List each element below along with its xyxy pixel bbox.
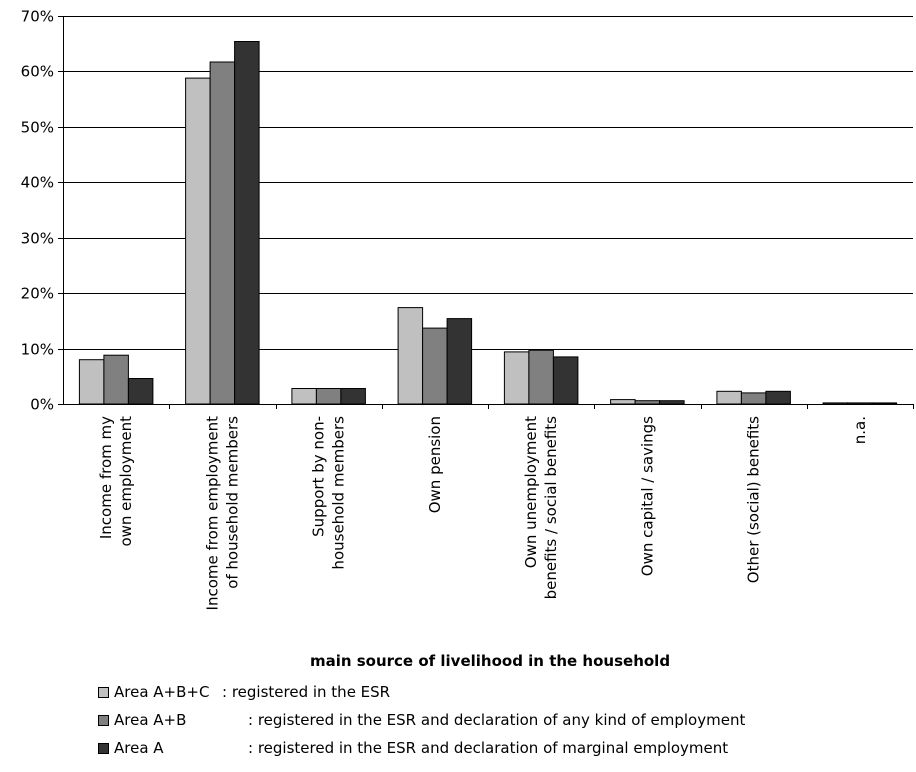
x-tick-label: Own pension [426, 416, 444, 513]
bar [340, 388, 366, 405]
legend-series-name: Area A [114, 739, 164, 757]
bar [315, 388, 342, 405]
bar [528, 349, 554, 405]
y-tick-label: 0% [30, 396, 54, 414]
bar [209, 61, 236, 405]
legend-series-name: Area A+B [114, 711, 187, 729]
bar [822, 402, 849, 405]
bar [422, 327, 448, 405]
y-tick-label: 10% [21, 341, 54, 359]
legend-series-name: Area A+B+C [114, 683, 210, 701]
bar [103, 354, 129, 405]
y-tick-label: 40% [21, 174, 54, 192]
legend-series-description: : registered in the ESR [222, 683, 391, 701]
x-tick-label-line: Income from employment [203, 416, 221, 611]
bar [446, 318, 473, 405]
bar [740, 392, 767, 405]
x-tick-label: Income from my own employment [97, 416, 135, 547]
y-tick-label: 20% [21, 285, 54, 303]
bar [503, 351, 530, 405]
x-tick-label: Income from employment of household membe… [203, 416, 241, 611]
bars [78, 41, 898, 405]
bar [847, 402, 873, 405]
bar [716, 390, 742, 405]
legend-swatch-area-ab [98, 715, 109, 726]
y-tick-label: 30% [21, 230, 54, 248]
bar [610, 399, 636, 405]
bar [552, 356, 579, 405]
bar [765, 390, 791, 405]
x-tick-label-line: household members [330, 416, 348, 570]
bar [185, 77, 211, 405]
bar [127, 378, 154, 405]
legend-series-description: : registered in the ESR and declaration … [248, 739, 729, 757]
legend-swatch-area-a [98, 743, 109, 754]
bar [634, 400, 661, 405]
x-tick-label-line: Income from my [97, 416, 115, 539]
x-axis-label: main source of livelihood in the househo… [310, 652, 670, 670]
x-tick-label-line: n.a. [851, 416, 869, 444]
x-tick-label: Own unemployment benefits / social benefi… [522, 416, 560, 600]
x-tick-label-line: own employment [117, 416, 135, 547]
bar-chart: 0% 10% 20% 30% 40% 50% 60% 70% Income from my ow… [21, 8, 914, 670]
y-tick-label: 70% [21, 8, 54, 26]
x-tick-label: Support by non-household members [310, 416, 348, 570]
legend-swatch-area-abc [98, 687, 109, 698]
x-tick-label: Other (social) benefits [745, 416, 763, 583]
y-axis-ticks: 0% 10% 20% 30% 40% 50% 60% 70% [21, 8, 63, 414]
x-tick-label-line: Support by non- [310, 416, 328, 537]
y-tick-label: 50% [21, 119, 54, 137]
bar [871, 402, 898, 405]
bar [234, 41, 260, 405]
x-tick-label-line: Own unemployment [522, 416, 540, 568]
x-tick-label-line: Own capital / savings [638, 416, 656, 576]
bar [397, 307, 424, 405]
x-tick-label-line: benefits / social benefits [542, 416, 560, 600]
x-axis-ticks: Income from my own employment Income from … [97, 404, 914, 611]
legend-series-description: : registered in the ESR and declaration … [248, 711, 746, 729]
x-tick-label-line: Other (social) benefits [745, 416, 763, 583]
bar [291, 388, 317, 405]
x-tick-label-line: of household members [223, 416, 241, 589]
bar [659, 400, 685, 405]
y-tick-label: 60% [21, 63, 54, 81]
x-tick-label: n.a. [851, 416, 869, 444]
bar [78, 359, 105, 405]
x-tick-label: Own capital / savings [638, 416, 656, 576]
x-tick-label-line: Own pension [426, 416, 444, 513]
